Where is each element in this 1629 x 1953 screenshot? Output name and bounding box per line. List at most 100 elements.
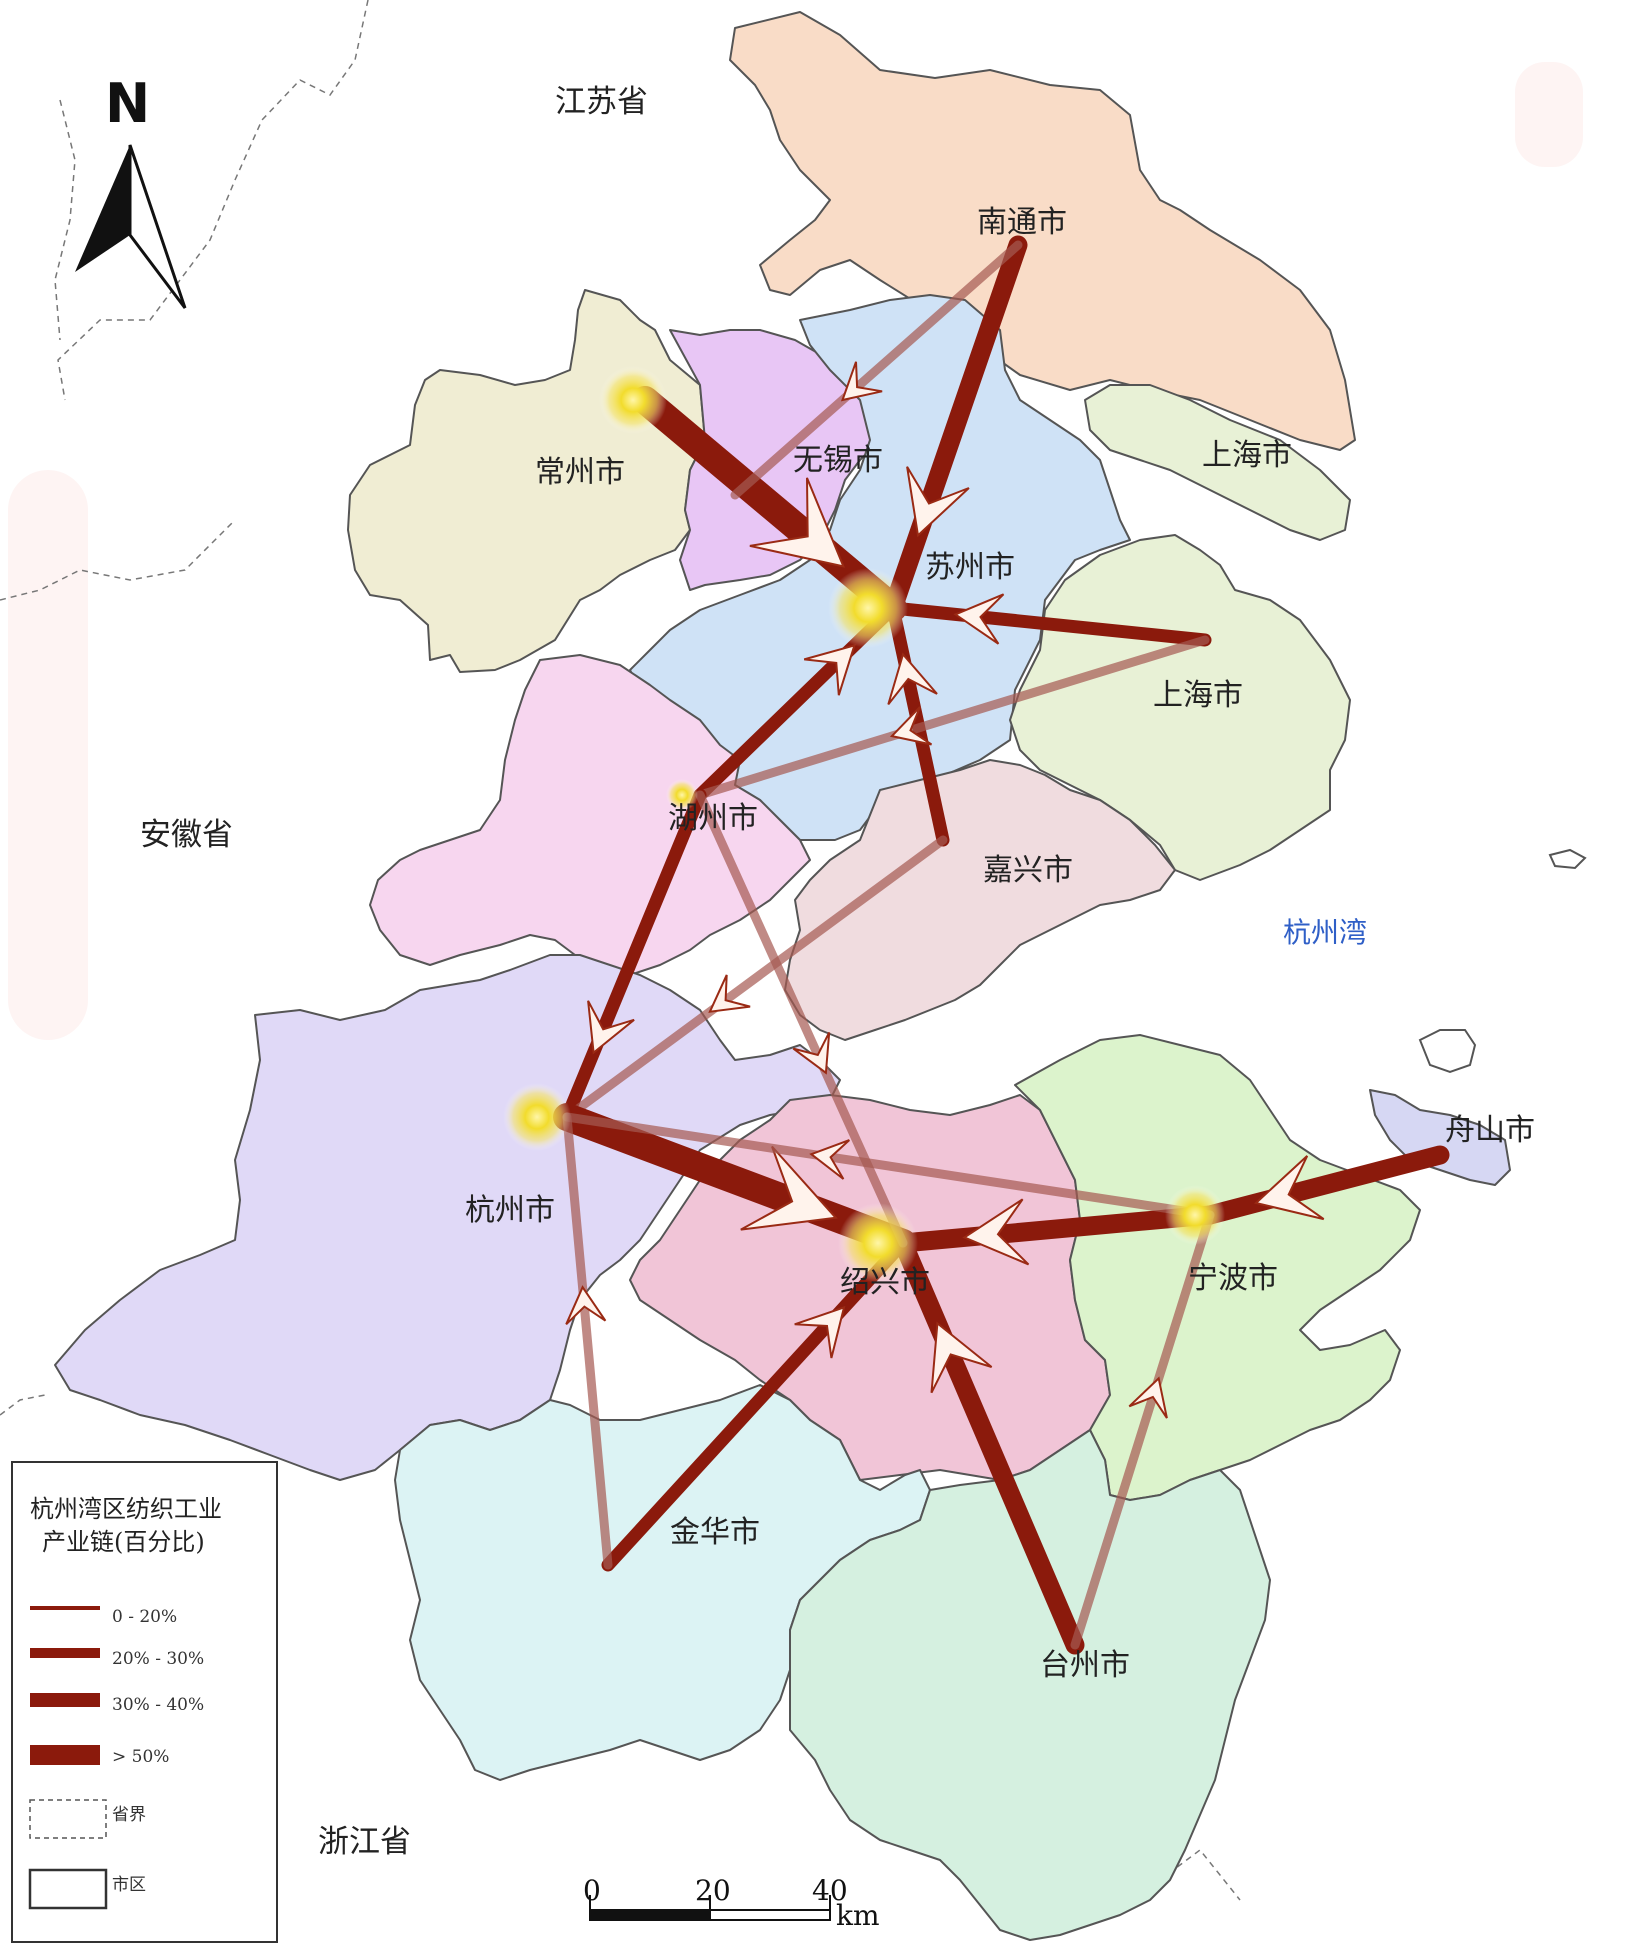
legend-label: 20% - 30%	[112, 1649, 204, 1669]
north-arrow-light-half	[128, 144, 187, 309]
flow-arrowhead	[565, 1285, 607, 1326]
flow-line	[883, 235, 1028, 618]
city-label-ningbo: 宁波市	[1188, 1261, 1278, 1296]
flow-arrowhead	[803, 643, 856, 696]
province-label-anhui: 安徽省	[140, 817, 233, 853]
flow-arrowhead	[792, 1031, 831, 1075]
legend-swatch-province-boundary	[29, 1799, 107, 1839]
province-label-jiangsu: 江苏省	[555, 84, 648, 120]
flow-line	[562, 835, 948, 1122]
flow-arrowhead	[794, 1305, 846, 1359]
city-label-zhoushan: 舟山市	[1445, 1113, 1535, 1148]
province-boundary	[0, 1394, 46, 1416]
legend-swatch-city-area	[28, 1868, 108, 1910]
city-label-changzhou: 常州市	[535, 455, 625, 490]
glow-layer	[503, 366, 1225, 1283]
city-label-wuxi: 无锡市	[793, 443, 883, 478]
legend-title-line1: 杭州湾区纺织工业	[30, 1495, 222, 1523]
background-smudge	[8, 470, 88, 1040]
north-arrow: N	[75, 72, 187, 309]
flow-line	[893, 1205, 1220, 1253]
hub-glow	[838, 1203, 918, 1283]
hub-glow	[666, 779, 698, 811]
city-label-nantong: 南通市	[977, 205, 1067, 240]
scale-tick-label: 0	[583, 1874, 601, 1907]
city-label-hangzhou: 杭州市	[465, 1193, 555, 1228]
flow-line	[562, 1112, 613, 1570]
flow-arrowhead	[953, 593, 1005, 645]
hub-glow	[599, 366, 667, 434]
region-changzhou	[347, 289, 706, 673]
background-smudge	[1515, 62, 1583, 167]
flow-line	[601, 1236, 910, 1572]
city-label-jiaxing: 嘉兴市	[983, 853, 1073, 888]
scale-bar-fill	[590, 1910, 710, 1920]
scale-bar: 0 20 40 km	[583, 1874, 880, 1932]
legend-swatch-20-30	[30, 1648, 100, 1658]
flow-line	[560, 788, 707, 1124]
island	[1548, 848, 1587, 870]
north-arrow-dark-half	[75, 145, 130, 272]
flow-line	[1200, 1145, 1450, 1225]
flow-arrowhead	[809, 1139, 850, 1180]
region-shanghai	[1009, 534, 1351, 881]
region-taizhou	[789, 1429, 1271, 1941]
flow-line	[695, 635, 1210, 800]
legend-label: 市区	[112, 1875, 146, 1895]
legend-swatch-over-50	[30, 1745, 100, 1765]
flow-arrowhead	[708, 974, 751, 1013]
city-label-shanghai: 上海市	[1153, 678, 1243, 713]
legend-label: 省界	[112, 1805, 146, 1825]
city-label-suzhou: 苏州市	[925, 550, 1015, 585]
region-shanghai-island	[1084, 384, 1351, 541]
city-label-taizhou: 台州市	[1040, 1648, 1130, 1683]
flow-line	[886, 601, 1212, 647]
city-label-jinhua: 金华市	[670, 1515, 760, 1550]
flow-arrowhead	[840, 361, 883, 402]
sea-label-hangzhou-bay: 杭州湾	[1283, 916, 1367, 949]
province-boundary	[54, 99, 76, 341]
flow-line	[562, 1112, 1215, 1220]
scale-unit: km	[836, 1899, 880, 1932]
flow-line	[1070, 1210, 1215, 1650]
flow-line	[893, 1233, 1085, 1655]
legend-title-line2: 产业链(百分比)	[42, 1528, 205, 1556]
region-ningbo	[1014, 1034, 1421, 1501]
hub-glow	[503, 1083, 571, 1151]
flow-arrowhead	[1253, 1155, 1325, 1221]
region-hangzhou	[54, 954, 841, 1481]
scale-tick-label: 20	[695, 1874, 731, 1907]
flow-arrowhead	[587, 1000, 635, 1055]
flow-line	[730, 240, 1023, 500]
province-boundary	[57, 0, 369, 401]
islands	[1418, 848, 1587, 1074]
city-label-shaoxing: 绍兴市	[840, 1265, 930, 1300]
city-label-shanghai-north: 上海市	[1202, 438, 1292, 473]
flow-arrowhead	[889, 706, 933, 746]
city-regions	[54, 11, 1511, 1941]
legend-swatch-0-20	[30, 1606, 100, 1610]
island	[1418, 1029, 1477, 1074]
legend-label: 30% - 40%	[112, 1695, 204, 1715]
flow-arrowhead	[930, 1321, 993, 1394]
legend-swatch-30-40	[30, 1693, 100, 1707]
city-label-huzhou: 湖州市	[668, 801, 758, 836]
flow-arrowhead	[906, 466, 970, 538]
province-label-zhejiang: 浙江省	[318, 1824, 411, 1860]
scale-tick-label: 40	[812, 1874, 848, 1907]
legend-label: 0 - 20%	[112, 1607, 177, 1627]
flow-arrowhead	[1128, 1376, 1168, 1419]
flow-arrowhead	[887, 652, 938, 706]
hub-glow	[1165, 1185, 1225, 1245]
legend: 杭州湾区纺织工业 产业链(百分比) 0 - 20% 20% - 30% 30% …	[11, 1461, 278, 1943]
province-boundary	[0, 519, 236, 601]
flow-arrowhead	[749, 477, 846, 568]
north-letter: N	[105, 72, 150, 135]
flow-arrowhead	[962, 1198, 1030, 1266]
legend-label: > 50%	[112, 1747, 169, 1767]
flow-arrowhead	[740, 1145, 838, 1231]
hub-glow	[828, 568, 908, 648]
flow-line	[695, 790, 908, 1248]
